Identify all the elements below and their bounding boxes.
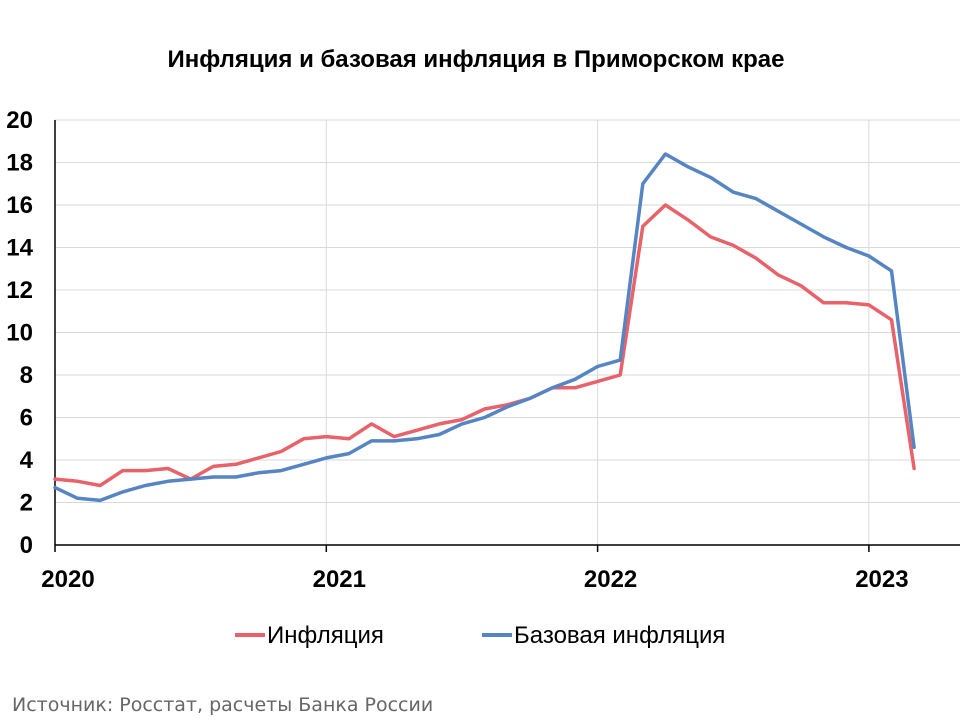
y-tick-label: 10 (6, 320, 33, 347)
y-tick-label: 8 (20, 362, 33, 389)
legend-label-inflation: Инфляция (267, 622, 384, 649)
legend: Инфляция Базовая инфляция (235, 622, 725, 649)
x-tick-label: 2023 (855, 566, 908, 593)
y-tick-label: 12 (6, 277, 33, 304)
series-line-core-inflation (53, 152, 916, 503)
source-note: Источник: Росстат, расчеты Банка России (12, 694, 433, 716)
horizontal-gridlines (55, 119, 960, 503)
y-axis-ticks: 0 2 4 6 8 10 12 14 16 18 20 (6, 107, 33, 559)
series-line-inflation (53, 203, 916, 488)
y-tick-label: 20 (6, 107, 33, 134)
x-tick-label: 2021 (313, 566, 366, 593)
series-lines (53, 152, 916, 503)
x-tick-label: 2022 (584, 566, 637, 593)
y-tick-label: 2 (20, 490, 33, 517)
y-tick-label: 16 (6, 192, 33, 219)
y-tick-label: 6 (20, 405, 33, 432)
y-tick-label: 4 (20, 447, 34, 474)
y-tick-label: 14 (6, 235, 33, 262)
y-tick-label: 18 (6, 150, 33, 177)
x-axis-ticks: 2020 2021 2022 2023 (41, 545, 909, 593)
chart-title: Инфляция и базовая инфляция в Приморском… (167, 46, 784, 73)
y-tick-label: 0 (20, 532, 33, 559)
legend-label-core-inflation: Базовая инфляция (514, 622, 725, 649)
x-tick-label: 2020 (41, 566, 94, 593)
